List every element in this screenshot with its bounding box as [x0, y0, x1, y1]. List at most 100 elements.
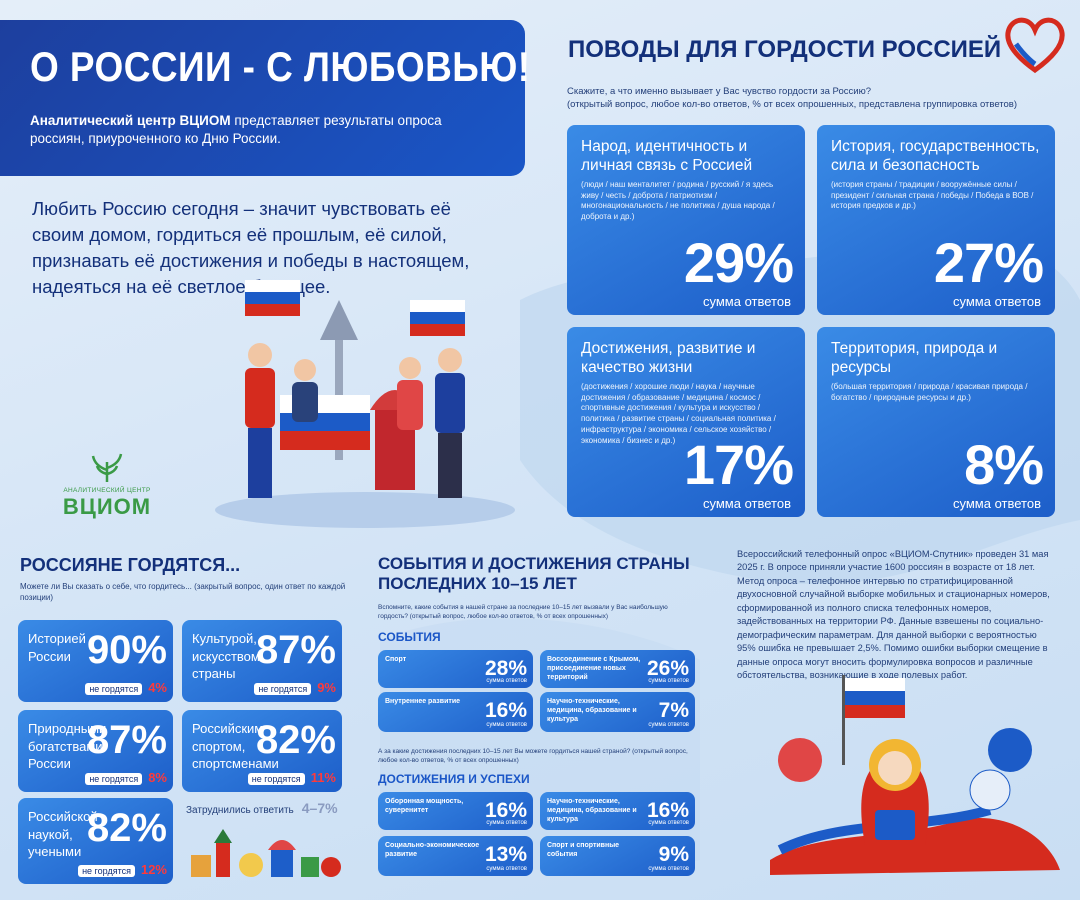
- card-label: Историей России: [28, 631, 86, 664]
- section-title: ПОВОДЫ ДЛЯ ГОРДОСТИ РОССИЕЙ: [568, 36, 1002, 63]
- card-value: 29%: [683, 231, 794, 294]
- card-value: 90%: [86, 628, 167, 672]
- card-value: 87%: [255, 628, 336, 672]
- card-title: Спорт и спортивные события: [547, 842, 620, 859]
- not-proud: не гордятся 12%: [78, 862, 167, 877]
- card-title: Спорт: [385, 656, 407, 663]
- illustration-people: [215, 280, 515, 528]
- undecided-value: 4–7%: [301, 800, 338, 816]
- event-card: Научно-технические, медицина, образовани…: [540, 792, 695, 830]
- card-caption: сумма ответов: [703, 496, 791, 511]
- logo-name: ВЦИОМ: [62, 494, 152, 519]
- card-label: Природными богатствами России: [28, 721, 107, 772]
- card-label: Культурой, искусством страны: [192, 631, 260, 682]
- section-note: Можете ли Вы сказать о себе, что гордите…: [20, 582, 346, 602]
- card-title: Народ, идентичность и личная связь с Рос…: [581, 138, 753, 175]
- event-card: Воссоединение с Крымом, присоединение но…: [540, 650, 695, 688]
- card-value: 8%: [964, 433, 1044, 496]
- not-proud-label: не гордятся: [85, 683, 143, 695]
- card-value: 17%: [683, 433, 794, 496]
- card-title: Внутреннее развитие: [385, 698, 461, 705]
- card-value: 16%: [646, 799, 689, 822]
- card-details: (люди / наш менталитет / родина / русски…: [581, 179, 775, 222]
- hero-panel: О РОССИИ - С ЛЮБОВЬЮ! Аналитический цент…: [0, 20, 531, 176]
- logo: АНАЛИТИЧЕСКИЙ ЦЕНТР ВЦИОМ: [52, 452, 162, 520]
- card-value: 28%: [484, 657, 527, 680]
- card-details: (история страны / традиции / вооружённые…: [831, 179, 1034, 211]
- card-caption: сумма ответов: [486, 678, 527, 684]
- section-note: А за какие достижения последних 10–15 ле…: [378, 748, 688, 764]
- proud-card: Российской наукой, учеными 82% не гордятся…: [18, 798, 173, 884]
- illustration-town: [191, 829, 341, 877]
- methodology: Всероссийский телефонный опрос «ВЦИОМ-Сп…: [737, 549, 1050, 681]
- section-note: Вспомните, какие события в нашей стране …: [378, 604, 668, 620]
- card-caption: сумма ответов: [953, 294, 1041, 309]
- page-title: О РОССИИ - С ЛЮБОВЬЮ!: [30, 43, 531, 90]
- event-card: Спорт и спортивные события 9% сумма ответо…: [540, 836, 695, 876]
- card-value: 26%: [646, 657, 689, 680]
- event-card: Оборонная мощность, суверенитет 16% сумма …: [378, 792, 533, 830]
- card-value: 13%: [484, 843, 527, 866]
- section-title: РОССИЯНЕ ГОРДЯТСЯ...: [20, 555, 241, 575]
- heart-logo: [1005, 17, 1065, 74]
- lead: Аналитический центр ВЦИОМ представляет р…: [30, 112, 450, 147]
- proud-card: Российским спортом, спортсменами 82% не го…: [182, 710, 342, 792]
- not-proud-value: 9%: [317, 680, 336, 695]
- not-proud-label: не гордятся: [85, 773, 143, 785]
- pride-card: Народ, идентичность и личная связь с Рос…: [567, 125, 805, 315]
- card-value: 27%: [933, 231, 1044, 294]
- proud-card: Историей России 90% не гордятся 4%: [18, 620, 173, 702]
- not-proud-value: 4%: [148, 680, 167, 695]
- card-label: Российским спортом, спортсменами: [192, 721, 279, 772]
- card-title: Научно-технические, медицина, образовани…: [547, 798, 637, 824]
- not-proud: не гордятся 4%: [85, 680, 167, 695]
- undecided: Затруднились ответить 4–7%: [186, 800, 338, 816]
- event-card: Научно-технические, медицина, образовани…: [540, 692, 695, 732]
- card-title: Достижения, развитие и качество жизни: [581, 340, 756, 377]
- not-proud-value: 12%: [140, 862, 167, 877]
- question: Скажите, а что именно вызывает у Вас чув…: [567, 86, 1037, 112]
- card-value: 9%: [658, 843, 689, 866]
- card-value: 82%: [86, 806, 167, 850]
- proud-card: Природными богатствами России 87% не гордя…: [18, 710, 173, 792]
- event-card: Социально-экономическое развитие 13% сумма…: [378, 836, 533, 876]
- pride-card: Достижения, развитие и качество жизни (до…: [567, 327, 805, 517]
- card-title: Воссоединение с Крымом, присоединение но…: [547, 656, 641, 682]
- section-title: СОБЫТИЯ И ДОСТИЖЕНИЯ СТРАНЫ ПОСЛЕДНИХ 10…: [378, 554, 690, 594]
- card-title: Научно-технические, медицина, образовани…: [547, 698, 637, 724]
- card-title: Территория, природа и ресурсы: [831, 340, 998, 377]
- not-proud: не гордятся 11%: [247, 770, 336, 785]
- card-label: Российской наукой, учеными: [28, 809, 98, 860]
- subsection-title: СОБЫТИЯ: [378, 630, 441, 644]
- subsection-title: ДОСТИЖЕНИЯ И УСПЕХИ: [378, 772, 530, 786]
- card-value: 82%: [255, 718, 336, 762]
- card-value: 7%: [658, 699, 689, 722]
- lead-org: Аналитический центр ВЦИОМ: [30, 113, 231, 129]
- pride-card: История, государственность, сила и безоп…: [817, 125, 1055, 315]
- logo-caption: АНАЛИТИЧЕСКИЙ ЦЕНТР: [63, 487, 151, 494]
- card-title: Социально-экономическое развитие: [385, 842, 480, 859]
- lead-text: представляет результаты опроса россиян, …: [30, 113, 442, 146]
- undecided-label: Затруднились ответить: [186, 805, 294, 816]
- question-text: Скажите, а что именно вызывает у Вас чув…: [567, 86, 871, 97]
- event-card: Внутреннее развитие 16% сумма ответов: [378, 692, 533, 732]
- question-note: (открытый вопрос, любое кол-во ответов, …: [567, 98, 1018, 110]
- card-caption: сумма ответов: [486, 820, 527, 826]
- card-title: История, государственность, сила и безоп…: [831, 138, 1040, 175]
- card-caption: сумма ответов: [648, 678, 689, 684]
- card-caption: сумма ответов: [648, 722, 689, 728]
- proud-card: Культурой, искусством страны 87% не гордят…: [182, 620, 342, 702]
- not-proud: не гордятся 9%: [254, 680, 336, 695]
- not-proud-value: 8%: [148, 770, 167, 785]
- card-caption: сумма ответов: [648, 866, 689, 872]
- not-proud-value: 11%: [310, 770, 336, 785]
- card-caption: сумма ответов: [703, 294, 791, 309]
- card-details: (достижения / хорошие люди / наука / нау…: [581, 381, 776, 445]
- card-caption: сумма ответов: [648, 820, 689, 826]
- logo-icon: [91, 453, 123, 482]
- illustration-matryoshka: [770, 675, 1060, 875]
- event-card: Спорт 28% сумма ответов: [378, 650, 533, 688]
- not-proud: не гордятся 8%: [85, 770, 167, 785]
- card-details: (большая территория / природа / красивая…: [831, 381, 1028, 402]
- card-caption: сумма ответов: [486, 866, 527, 872]
